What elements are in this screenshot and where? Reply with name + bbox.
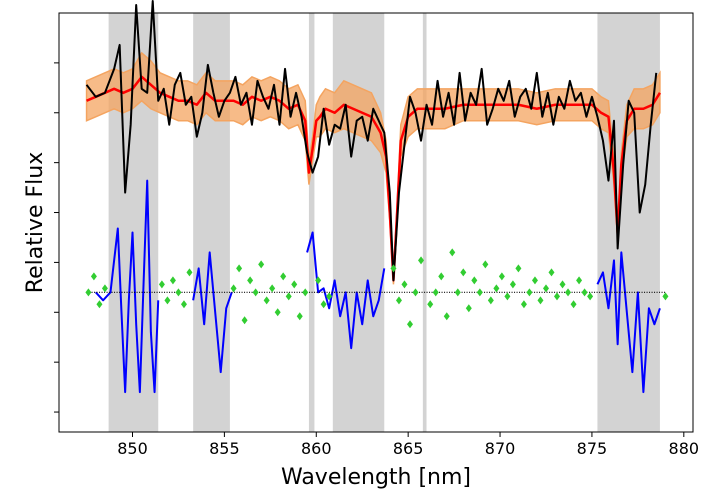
x-tick-label: 880 <box>669 439 700 458</box>
series-residual-points-point <box>565 288 572 297</box>
series-residual-points-point <box>85 288 92 297</box>
x-tick-label: 865 <box>393 439 424 458</box>
series-residual-points-point <box>406 320 413 329</box>
x-tick-label: 850 <box>117 439 148 458</box>
series-residual-points-point <box>269 284 276 293</box>
series-residual-points-point <box>390 264 397 273</box>
series-residual-points-point <box>401 280 408 289</box>
series-residual-points-point <box>230 284 237 293</box>
series-residual-points-point <box>542 284 549 293</box>
x-axis-ticks: 850 855 860 865 870 875 880 <box>117 432 699 458</box>
series-residual-points-point <box>537 296 544 305</box>
y-axis-ticks <box>54 62 59 413</box>
series-residual-points-point <box>296 312 303 321</box>
x-tick-label: 855 <box>209 439 240 458</box>
series-residual-points-point <box>247 276 254 285</box>
series-residual-points-point <box>427 300 434 309</box>
plot-frame <box>58 12 694 433</box>
series-residual-points-point <box>258 260 265 269</box>
series-residual-points-point <box>504 292 511 301</box>
series-residual-points-point <box>320 300 327 309</box>
series-residual-points-point <box>526 288 533 297</box>
series-residual-points-point <box>570 300 577 309</box>
series-residual-points-point <box>274 308 281 317</box>
series-residual-points-point <box>471 276 478 285</box>
series-residual-points-point <box>412 288 419 297</box>
series-residual-points-point <box>158 280 165 289</box>
series-residual-line-0 <box>95 179 160 394</box>
series-residual-points-point <box>432 288 439 297</box>
series-residual-points-point <box>548 268 555 277</box>
x-tick-label: 860 <box>301 439 332 458</box>
series-residual-points-point <box>520 300 527 309</box>
x-tick-label: 870 <box>485 439 516 458</box>
masked-region-5 <box>597 13 660 432</box>
series-residual-points-point <box>454 288 461 297</box>
y-axis-label: Relative Flux <box>23 152 48 293</box>
residual-points <box>85 248 669 329</box>
series-residual-points-point <box>476 288 483 297</box>
series-residual-points-point <box>169 276 176 285</box>
series-residual-points-point <box>460 268 467 277</box>
x-tick-label: 875 <box>577 439 608 458</box>
series-residual-points-point <box>438 272 445 281</box>
series-residual-points-point <box>101 284 108 293</box>
series-residual-points-point <box>302 288 309 297</box>
series-residual-points-point <box>418 256 425 265</box>
series-residual-points-point <box>531 276 538 285</box>
x-axis-label: Wavelength [nm] <box>281 465 471 490</box>
series-residual-points-point <box>395 296 402 305</box>
series-residual-points-point <box>509 280 516 289</box>
series-residual-points-point <box>326 292 333 301</box>
masked-region-2 <box>308 13 315 432</box>
series-residual-points-point <box>96 300 103 309</box>
series-residual-points-point <box>498 272 505 281</box>
series-residual-line-3 <box>596 251 661 394</box>
series-residual-points-point <box>263 296 270 305</box>
series-residual-line-2 <box>306 231 386 350</box>
masked-region-4 <box>422 13 427 432</box>
series-residual-line-1 <box>192 251 233 374</box>
series-residual-points-point <box>482 260 489 269</box>
series-residual-points-point <box>581 288 588 297</box>
series-model-line <box>86 75 661 282</box>
series-residual-points-point <box>449 248 456 257</box>
series-residual-points-point <box>241 316 248 325</box>
series-residual-points-point <box>236 264 243 273</box>
series-residual-points-point <box>515 264 522 273</box>
series-residual-points-point <box>285 292 292 301</box>
series-residual-points-point <box>443 312 450 321</box>
masked-region-3 <box>332 13 385 432</box>
masked-region-1 <box>193 13 230 432</box>
series-residual-points-point <box>576 276 583 285</box>
series-residual-points-point <box>487 296 494 305</box>
series-lines <box>85 0 666 394</box>
series-residual-points-point <box>252 288 259 297</box>
series-residual-points-point <box>465 304 472 313</box>
series-residual-points-point <box>291 280 298 289</box>
series-residual-points-point <box>559 280 566 289</box>
series-observed-line-0 <box>85 0 658 282</box>
series-residual-points-point <box>164 296 171 305</box>
series-residual-points-point <box>90 272 97 281</box>
series-residual-points-point <box>493 284 500 293</box>
series-residual-points-point <box>186 268 193 277</box>
series-residual-points-point <box>180 300 187 309</box>
series-residual-points-point <box>587 292 594 301</box>
series-residual-points-point <box>280 272 287 281</box>
series-residual-points-point <box>662 292 669 301</box>
series-residual-points-point <box>554 292 561 301</box>
series-residual-points-point <box>175 288 182 297</box>
series-residual-points-point <box>315 276 322 285</box>
